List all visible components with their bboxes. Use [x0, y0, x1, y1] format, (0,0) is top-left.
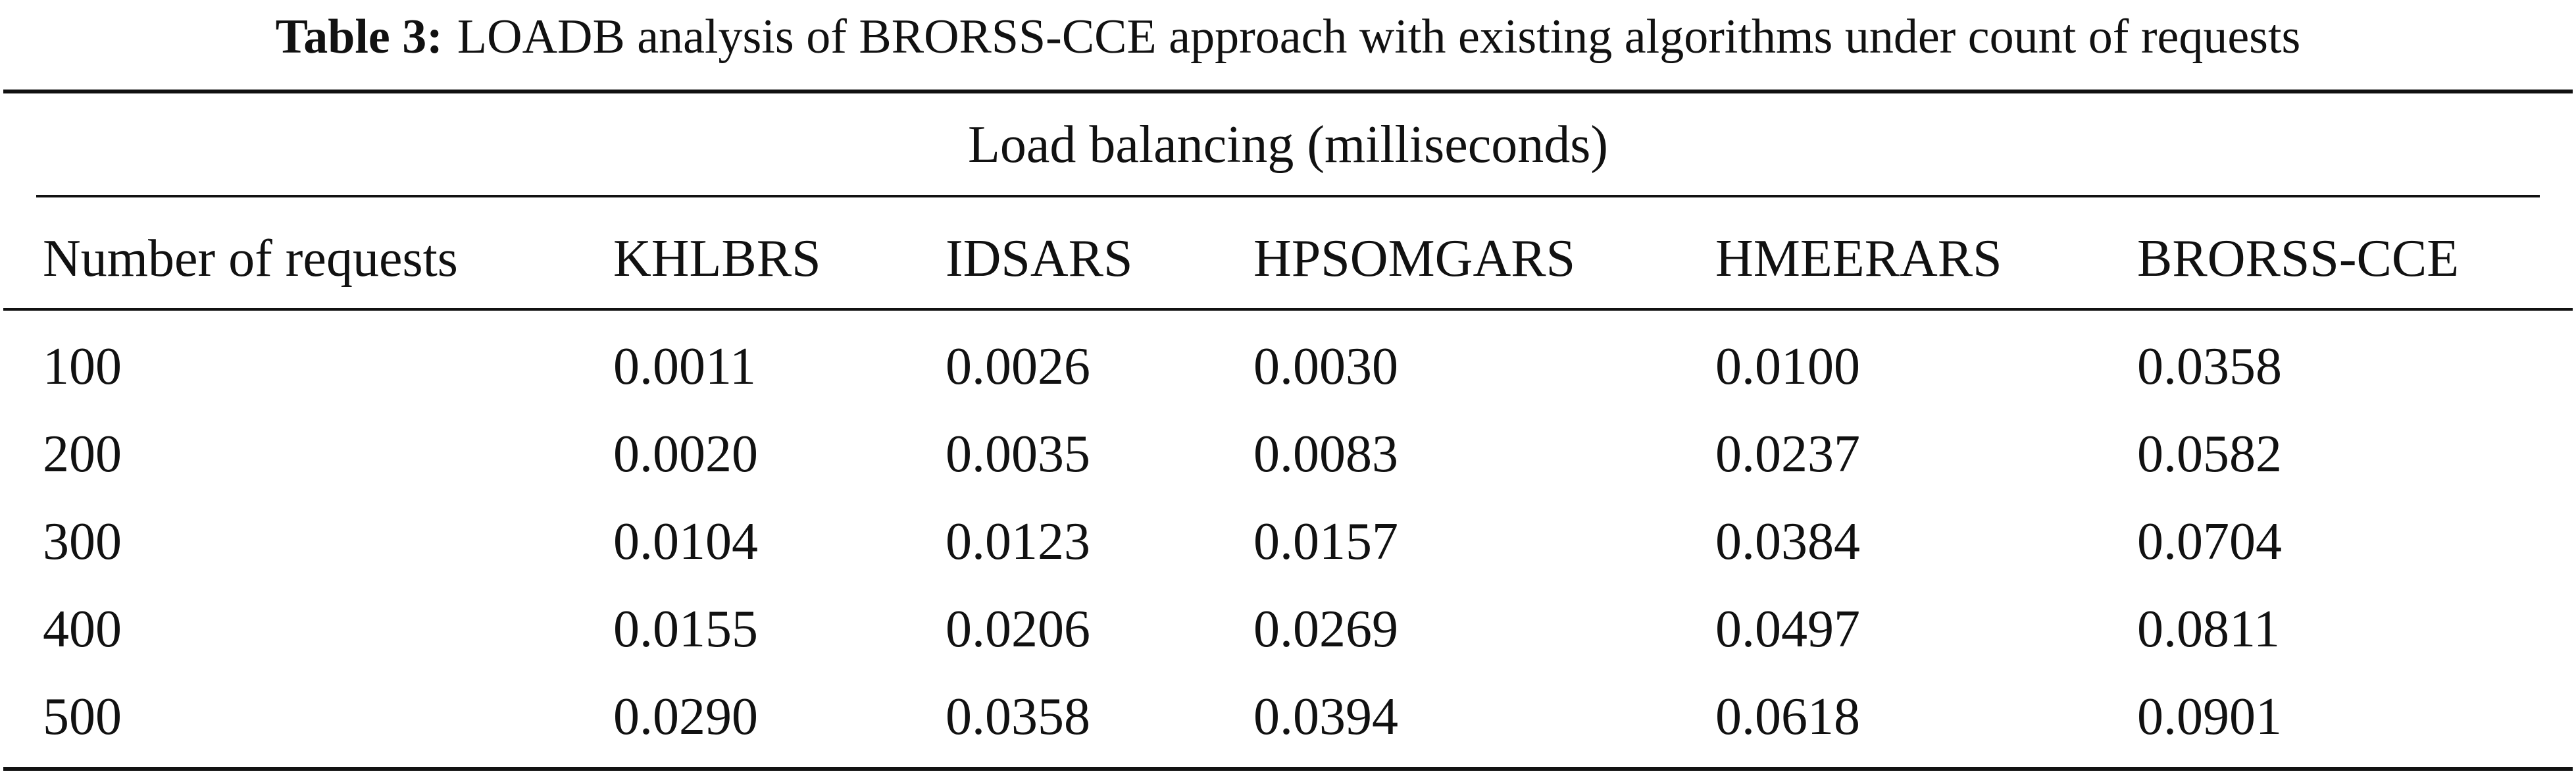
table-cell: 0.0290 [613, 688, 758, 746]
column-header-hpsomgars: HPSOMGARS [1253, 230, 1576, 288]
table-cell: 0.0123 [946, 513, 1090, 571]
table-cell: 0.0035 [946, 425, 1090, 483]
header-rule [3, 308, 2573, 311]
group-header: Load balancing (milliseconds) [967, 116, 1609, 174]
table-cell: 0.0704 [2137, 513, 2282, 571]
table-cell: 200 [43, 425, 122, 483]
table-cell: 300 [43, 513, 122, 571]
table-cell: 0.0157 [1253, 513, 1398, 571]
table-cell: 0.0026 [946, 338, 1090, 396]
table-cell: 0.0384 [1715, 513, 1860, 571]
table-cell: 0.0083 [1253, 425, 1398, 483]
column-header-brorss-cce: BRORSS-CCE [2137, 230, 2460, 288]
table-cell: 0.0497 [1715, 600, 1860, 658]
column-header-idsars: IDSARS [946, 230, 1133, 288]
bottom-rule [3, 767, 2573, 771]
table-cell: 100 [43, 338, 122, 396]
table-cell: 0.0269 [1253, 600, 1398, 658]
table-cell: 0.0011 [613, 338, 757, 396]
column-header-hmeerars: HMEERARS [1715, 230, 2002, 288]
table-cell: 0.0030 [1253, 338, 1398, 396]
table-cell: 0.0237 [1715, 425, 1860, 483]
table-cell: 0.0618 [1715, 688, 1860, 746]
column-header-number-of-requests: Number of requests [43, 230, 458, 288]
table-caption-text: LOADB analysis of BRORSS-CCE approach wi… [457, 10, 2301, 64]
table-cell: 0.0155 [613, 600, 758, 658]
column-header-khlbrs: KHLBRS [613, 230, 821, 288]
top-rule [3, 90, 2573, 93]
table-cell: 0.0811 [2137, 600, 2281, 658]
table-cell: 0.0358 [2137, 338, 2282, 396]
table-cell: 0.0358 [946, 688, 1090, 746]
table-cell: 0.0582 [2137, 425, 2282, 483]
table-label: Table 3: [275, 10, 443, 64]
table-cell: 400 [43, 600, 122, 658]
table-cell: 0.0394 [1253, 688, 1398, 746]
table-cell: 0.0901 [2137, 688, 2282, 746]
table-cell: 500 [43, 688, 122, 746]
group-rule [36, 195, 2540, 197]
table-cell: 0.0100 [1715, 338, 1860, 396]
table-caption: Table 3: LOADB analysis of BRORSS-CCE app… [0, 0, 2576, 79]
table-cell: 0.0206 [946, 600, 1090, 658]
table-cell: 0.0104 [613, 513, 758, 571]
table-cell: 0.0020 [613, 425, 758, 483]
